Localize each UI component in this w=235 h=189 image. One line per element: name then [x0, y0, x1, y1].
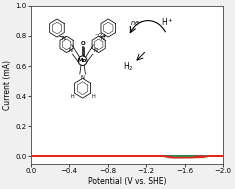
Y-axis label: Current (mA): Current (mA) [4, 60, 12, 110]
X-axis label: Potential (V vs. SHE): Potential (V vs. SHE) [88, 177, 166, 186]
